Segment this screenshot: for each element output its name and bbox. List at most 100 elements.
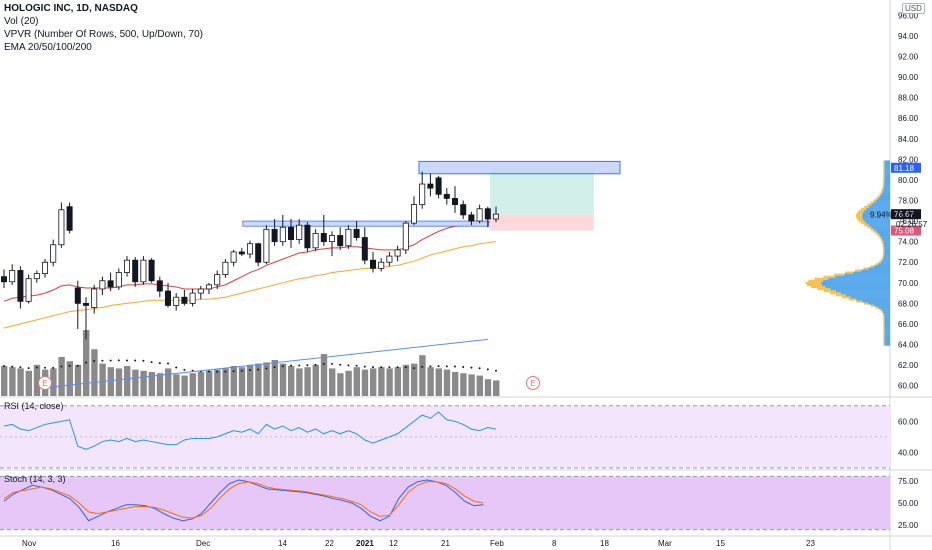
candle-body bbox=[0, 276, 7, 283]
vpvr-up-bar bbox=[884, 318, 890, 322]
vpvr-up-bar bbox=[864, 220, 890, 223]
stoch-label: Stoch (14, 3, 3) bbox=[4, 474, 66, 484]
volume-bar bbox=[74, 364, 82, 396]
vpvr-up-bar bbox=[876, 199, 890, 202]
volume-ma-dot bbox=[249, 369, 251, 372]
volume-ma-dot bbox=[322, 362, 325, 365]
vpvr-up-bar bbox=[884, 178, 890, 182]
vpvr-down-bar bbox=[883, 327, 885, 330]
candle-body bbox=[296, 224, 303, 240]
candle-body bbox=[9, 270, 16, 283]
vpvr-down-bar bbox=[870, 304, 875, 307]
volume-ma-dot bbox=[150, 361, 153, 364]
vpvr-down-bar bbox=[856, 213, 863, 217]
vpvr-down-bar bbox=[856, 215, 863, 219]
vpvr-down-bar bbox=[880, 259, 883, 262]
vpvr-up-bar bbox=[840, 292, 890, 295]
vpvr-down-bar bbox=[883, 253, 885, 256]
vpvr-down-bar bbox=[879, 308, 882, 311]
candle-body bbox=[17, 270, 24, 302]
volume-ma-dot bbox=[298, 364, 301, 367]
vpvr-up-bar bbox=[884, 164, 890, 167]
volume-ma-dot bbox=[44, 366, 46, 369]
vpvr-up-bar bbox=[822, 283, 890, 287]
volume-ma-dot bbox=[355, 364, 358, 367]
vpvr-down-bar bbox=[883, 314, 885, 317]
price-tick-label: 82.00 bbox=[898, 155, 919, 164]
candle-body bbox=[476, 208, 483, 222]
vpvr-up-bar bbox=[881, 193, 890, 196]
vpvr-up-bar bbox=[884, 253, 890, 256]
vpvr-up-bar bbox=[880, 261, 890, 264]
vpvr-up-bar bbox=[871, 226, 890, 229]
volume-ma-dot bbox=[281, 365, 284, 368]
vpvr-down-bar bbox=[882, 312, 884, 315]
vpvr-down-bar bbox=[875, 197, 879, 200]
earnings-marker-label: E bbox=[43, 379, 48, 388]
volume-ma-dot bbox=[404, 366, 407, 369]
vpvr-down-bar bbox=[873, 199, 877, 202]
vpvr-up-bar bbox=[884, 333, 890, 336]
volume-ma-dot bbox=[314, 363, 317, 366]
vpvr-up-bar bbox=[862, 300, 890, 303]
price-tick-label: 60.00 bbox=[898, 382, 919, 391]
price-tick-label: 88.00 bbox=[898, 94, 919, 103]
candle-body bbox=[246, 243, 253, 255]
price-tick-label: 64.00 bbox=[898, 341, 919, 350]
vpvr-up-bar bbox=[873, 265, 890, 268]
volume-bar bbox=[214, 369, 221, 396]
volume-bar bbox=[99, 363, 106, 396]
vpvr-down-bar bbox=[881, 189, 884, 192]
vpvr-up-bar bbox=[880, 195, 890, 198]
vpvr-down-bar bbox=[835, 294, 846, 297]
price-tick-label: 74.00 bbox=[898, 238, 919, 247]
vpvr-down-bar bbox=[861, 207, 867, 210]
vpvr-up-bar bbox=[884, 248, 890, 252]
vpvr-up-bar bbox=[884, 327, 890, 330]
volume-ma-dot bbox=[19, 366, 22, 369]
vpvr-up-bar bbox=[884, 325, 890, 328]
volume-ma-dot bbox=[109, 359, 112, 362]
time-tick-label: Mar bbox=[658, 539, 672, 548]
vpvr-down-bar bbox=[844, 271, 854, 274]
vpvr-down-bar bbox=[883, 318, 885, 322]
candle-body bbox=[181, 296, 188, 304]
volume-bar bbox=[337, 373, 344, 396]
vpvr-down-bar bbox=[877, 195, 881, 198]
vpvr-down-bar bbox=[883, 343, 885, 346]
candle-body bbox=[337, 235, 344, 247]
volume-ma-dot bbox=[347, 364, 350, 367]
vpvr-down-bar bbox=[883, 180, 885, 184]
vpvr-up-bar bbox=[884, 314, 890, 317]
target-area bbox=[489, 167, 594, 215]
volume-bar bbox=[353, 367, 360, 396]
vpvr-down-bar bbox=[883, 248, 885, 252]
candle-body bbox=[115, 272, 122, 288]
price-label-bg bbox=[891, 162, 921, 173]
volume-bar bbox=[386, 368, 393, 396]
candle-body bbox=[402, 222, 409, 251]
stop-area bbox=[489, 214, 594, 231]
vpvr-up-bar bbox=[878, 197, 890, 200]
time-tick-label: 14 bbox=[278, 539, 287, 548]
vpvr-up-bar bbox=[873, 228, 890, 231]
price-label: 81.18 bbox=[894, 164, 915, 173]
vpvr-up-bar bbox=[878, 232, 890, 235]
candle-body bbox=[304, 224, 311, 249]
vpvr-down-bar bbox=[861, 222, 867, 225]
volume-bar bbox=[361, 369, 369, 396]
volume-bar bbox=[25, 370, 32, 396]
vpvr-down-bar bbox=[875, 306, 879, 309]
ema-blue-line bbox=[44, 338, 488, 389]
volume-ma-dot bbox=[232, 370, 235, 373]
volume-bar bbox=[189, 373, 196, 396]
currency-badge[interactable]: USD bbox=[902, 3, 925, 14]
candle-body bbox=[435, 177, 442, 195]
volume-ma-dot bbox=[35, 366, 38, 369]
vpvr-down-bar bbox=[879, 193, 882, 196]
vpvr-up-bar bbox=[850, 296, 890, 299]
indicator-ema: EMA 20/50/100/200 bbox=[4, 42, 92, 53]
candle-body bbox=[460, 204, 467, 216]
time-tick-label: 12 bbox=[389, 539, 398, 548]
